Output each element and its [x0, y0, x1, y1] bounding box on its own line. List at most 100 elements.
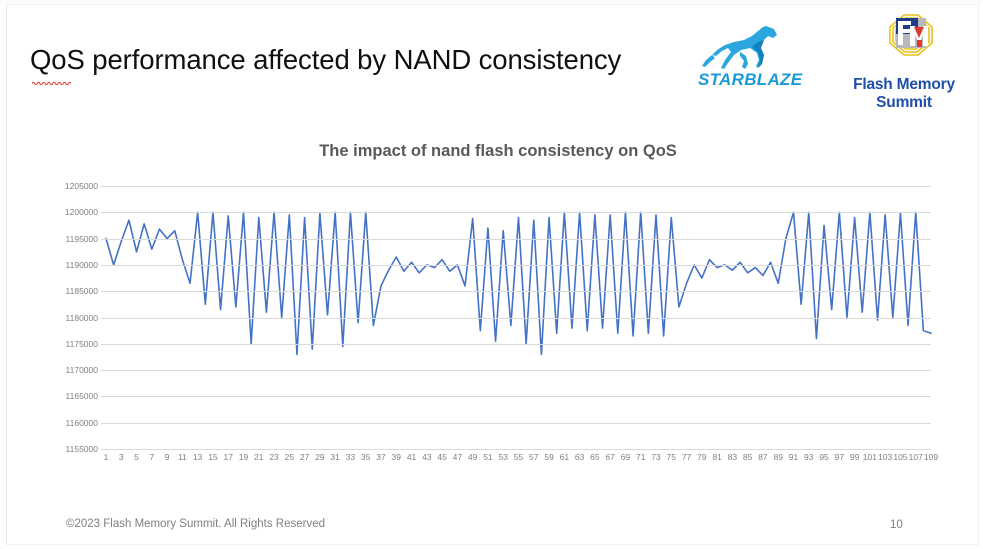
x-axis-label: 51	[483, 452, 493, 462]
x-axis-label: 47	[452, 452, 463, 462]
chart-gridline	[106, 343, 931, 345]
x-axis-label: 87	[758, 452, 768, 462]
y-axis-label: 1165000	[65, 391, 98, 402]
chart-gridline	[106, 370, 931, 372]
x-axis-label: 95	[819, 452, 829, 462]
y-axis-tick	[101, 370, 106, 372]
x-axis-label: 45	[437, 452, 447, 462]
x-axis-label: 93	[804, 452, 814, 462]
x-axis-label: 81	[712, 452, 722, 462]
x-axis-label: 83	[727, 452, 738, 462]
x-axis-label: 85	[742, 452, 753, 462]
spellcheck-squiggle-icon	[32, 81, 72, 85]
y-axis-tick	[101, 212, 106, 214]
x-axis-label: 67	[605, 452, 615, 462]
y-axis-label: 1205000	[64, 181, 98, 191]
x-axis-label: 77	[681, 452, 692, 462]
x-axis-label: 101	[862, 452, 877, 462]
fms-badge-icon	[889, 14, 933, 56]
y-axis-label: 1200000	[64, 207, 98, 218]
x-axis-label: 59	[544, 452, 554, 462]
y-axis-tick	[101, 264, 106, 266]
slide-top-edge	[0, 0, 983, 4]
y-axis-label: 1180000	[65, 312, 98, 323]
x-axis-label: 97	[834, 452, 845, 462]
y-axis-tick	[101, 449, 106, 450]
x-axis-label: 23	[269, 452, 279, 462]
x-axis-label: 13	[192, 452, 203, 462]
y-axis-label: 1160000	[65, 417, 98, 428]
fms-wordmark: Flash Memory Summit	[853, 76, 955, 111]
x-axis-label: 73	[651, 452, 661, 462]
x-axis-label: 99	[849, 452, 860, 462]
x-axis-label: 49	[467, 452, 478, 462]
chart-gridline	[106, 238, 931, 240]
x-axis-label: 35	[360, 452, 371, 462]
x-axis-label: 15	[208, 452, 218, 462]
y-axis-label: 1175000	[65, 338, 98, 349]
page-title: QoS performance affected by NAND consist…	[30, 44, 622, 75]
x-axis-label: 75	[666, 452, 676, 462]
chart-title: The impact of nand flash consistency on …	[319, 142, 677, 160]
chart-gridline	[106, 396, 931, 398]
starblaze-wordmark-part2: BLAZE	[744, 70, 803, 89]
starblaze-wordmark: STARBLAZE	[698, 70, 820, 90]
x-axis-label: 21	[254, 452, 264, 462]
y-axis-label: 1185000	[65, 286, 98, 297]
chart-plot-area	[101, 186, 932, 450]
x-axis-label: 91	[788, 452, 799, 462]
x-axis-label: 53	[498, 452, 508, 462]
x-axis-label: 11	[177, 452, 187, 462]
x-axis-label: 7	[149, 452, 155, 462]
chart-gridline	[106, 264, 931, 266]
x-axis-label: 103	[878, 452, 893, 462]
footer-copyright: ©2023 Flash Memory Summit. All Rights Re…	[66, 518, 326, 530]
chart-gridline	[106, 422, 931, 424]
y-axis-label: 1155000	[65, 444, 98, 454]
chart-gridline	[106, 186, 931, 187]
starblaze-horse-icon	[702, 26, 777, 69]
x-axis-label: 25	[284, 452, 295, 462]
footer-page-number: 10	[890, 519, 903, 531]
flash-memory-summit-logo: Flash Memory Summit	[828, 14, 980, 111]
y-axis-tick	[101, 396, 106, 398]
x-axis-label: 69	[620, 452, 631, 462]
y-axis-label: 1190000	[65, 259, 98, 270]
x-axis-label: 27	[299, 452, 310, 462]
y-axis-tick	[101, 343, 106, 345]
starblaze-wordmark-part1: STAR	[698, 70, 745, 89]
x-axis-label: 63	[574, 452, 585, 462]
x-axis-label: 61	[559, 452, 570, 462]
x-axis-label: 65	[590, 452, 600, 462]
x-axis-label: 109	[923, 452, 939, 462]
x-axis-label: 71	[635, 452, 646, 462]
x-axis-label: 37	[376, 452, 386, 462]
starblaze-logo: STARBLAZE	[678, 22, 818, 94]
x-axis-label: 5	[134, 452, 139, 462]
chart-gridline	[106, 212, 931, 214]
x-axis-label: 9	[164, 452, 170, 462]
x-axis-label: 57	[529, 452, 539, 462]
y-axis-label: 1170000	[65, 365, 98, 376]
x-axis-label: 43	[422, 452, 432, 462]
chart-gridline	[106, 449, 931, 450]
x-axis-label: 19	[238, 452, 249, 462]
x-axis-label: 89	[773, 452, 783, 462]
x-axis-label: 55	[513, 452, 524, 462]
x-axis-label: 3	[118, 452, 124, 462]
y-axis-tick	[101, 238, 106, 240]
y-axis-tick	[101, 186, 106, 187]
x-axis-label: 1	[103, 452, 109, 462]
chart-gridline	[106, 317, 931, 319]
x-axis-label: 79	[697, 452, 707, 462]
y-axis-tick	[101, 291, 106, 293]
x-axis-label: 33	[345, 452, 356, 462]
y-axis-label: 1195000	[65, 233, 98, 244]
x-axis-label: 105	[893, 452, 908, 462]
y-axis-tick	[101, 422, 106, 424]
chart-gridline	[106, 291, 931, 293]
x-axis-label: 17	[223, 452, 233, 462]
y-axis-labels: 1205000 1200000 1195000 1190000 1185000 11800…	[58, 181, 102, 454]
x-axis-label: 41	[406, 452, 417, 462]
